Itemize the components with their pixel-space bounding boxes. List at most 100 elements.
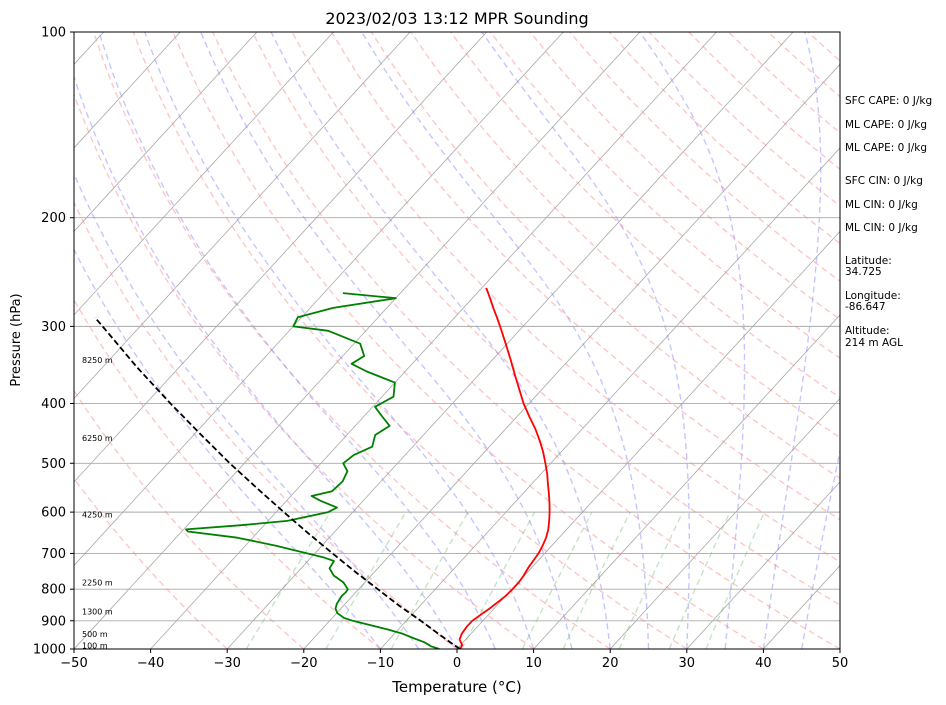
altitude-label: Altitude: bbox=[845, 325, 890, 337]
y-axis-ticks: 1000 900 800 700 600 500 400 300 200 100 bbox=[33, 26, 74, 658]
height-label: 6250 m bbox=[82, 434, 113, 443]
ml-cin-text-1: ML CIN: 0 J/kg bbox=[845, 199, 918, 211]
y-tick-label: 400 bbox=[41, 397, 66, 412]
dry-adiabat bbox=[489, 32, 840, 360]
mixing-ratio-line bbox=[325, 511, 407, 649]
dry-adiabat bbox=[74, 200, 458, 649]
moist-adiabat bbox=[98, 32, 496, 649]
isotherm-line bbox=[74, 32, 564, 567]
y-tick-label: 700 bbox=[41, 547, 66, 562]
sounding-line-1 bbox=[458, 287, 551, 649]
moist-adiabat bbox=[74, 171, 420, 649]
height-label: 2250 m bbox=[82, 578, 113, 587]
pressure-gridlines bbox=[74, 31, 840, 650]
moist-adiabat bbox=[270, 32, 611, 649]
isotherm-line bbox=[74, 32, 181, 149]
y-tick-label: 1000 bbox=[33, 643, 66, 658]
dry-adiabat bbox=[291, 32, 840, 563]
x-tick-label: 0 bbox=[453, 656, 461, 671]
longitude-value: -86.647 bbox=[845, 301, 886, 313]
moist-adiabat bbox=[481, 32, 690, 649]
dry-adiabat bbox=[132, 32, 688, 649]
x-axis-ticks: −50 −40 −30 −20 −10 0 10 20 30 40 50 bbox=[60, 649, 848, 671]
height-label: 100 m bbox=[82, 641, 108, 650]
isotherm-line bbox=[686, 481, 840, 649]
dry-adiabat bbox=[172, 32, 764, 649]
moist-adiabat bbox=[361, 32, 650, 649]
isotherm-line bbox=[150, 32, 717, 649]
y-tick-label: 100 bbox=[41, 26, 66, 41]
isotherm-line bbox=[74, 32, 487, 483]
height-label: 4250 m bbox=[82, 510, 113, 519]
mixing-ratio-line bbox=[521, 511, 593, 649]
isotherm-line bbox=[74, 32, 258, 232]
x-tick-label: 10 bbox=[525, 656, 542, 671]
y-tick-label: 600 bbox=[41, 506, 66, 521]
dry-adiabat bbox=[370, 32, 840, 480]
dry-adiabat bbox=[450, 32, 840, 399]
sounding-line-2 bbox=[185, 292, 440, 649]
dry-adiabat bbox=[212, 32, 840, 649]
chart-title: 2023/02/03 13:12 MPR Sounding bbox=[325, 9, 588, 28]
x-tick-label: −20 bbox=[290, 656, 317, 671]
y-axis-label: Pressure (hPa) bbox=[9, 293, 24, 386]
y-tick-label: 300 bbox=[41, 320, 66, 335]
x-tick-label: 50 bbox=[832, 656, 849, 671]
height-labels: 100 m 500 m 1300 m 2250 m 4250 m 6250 m 8250 m bbox=[82, 356, 113, 651]
longitude-label: Longitude: bbox=[845, 290, 901, 302]
moist-adiabat bbox=[762, 32, 822, 649]
sounding-traces bbox=[94, 287, 551, 649]
isotherm-line bbox=[533, 314, 840, 649]
x-tick-label: −10 bbox=[367, 656, 394, 671]
ml-cape-text-1: ML CAPE: 0 J/kg bbox=[845, 119, 927, 131]
height-label: 1300 m bbox=[82, 608, 113, 617]
moist-adiabat bbox=[144, 32, 535, 649]
dry-adiabat bbox=[251, 32, 840, 606]
isotherm-line bbox=[380, 147, 840, 649]
dry-adiabat bbox=[331, 32, 840, 521]
latitude-label: Latitude: bbox=[845, 255, 892, 267]
dry-adiabat bbox=[74, 92, 535, 649]
moist-adiabat bbox=[200, 32, 573, 649]
y-tick-label: 800 bbox=[41, 583, 66, 598]
dry-adiabat bbox=[74, 389, 305, 649]
background-lines bbox=[74, 32, 840, 649]
dry-adiabat bbox=[410, 32, 840, 439]
side-panel: SFC CAPE: 0 J/kg ML CAPE: 0 J/kg ML CAPE… bbox=[845, 95, 932, 349]
x-tick-label: 40 bbox=[755, 656, 772, 671]
y-tick-label: 200 bbox=[41, 211, 66, 226]
isotherm-line bbox=[74, 32, 641, 649]
ml-cin-text-2: ML CIN: 0 J/kg bbox=[845, 222, 918, 234]
x-tick-label: −50 bbox=[60, 656, 87, 671]
moist-adiabat bbox=[74, 247, 381, 649]
x-tick-label: −30 bbox=[213, 656, 240, 671]
y-tick-label: 500 bbox=[41, 457, 66, 472]
sfc-cape-text: SFC CAPE: 0 J/kg bbox=[845, 95, 932, 107]
isotherm-line bbox=[74, 32, 334, 316]
x-tick-label: 20 bbox=[602, 656, 619, 671]
mixing-ratio-line bbox=[245, 511, 331, 649]
latitude-value: 34.725 bbox=[845, 266, 882, 278]
x-tick-label: 30 bbox=[679, 656, 696, 671]
sounding-line-3 bbox=[94, 316, 461, 649]
mixing-ratio-line bbox=[390, 511, 469, 649]
mixing-ratio-line bbox=[705, 511, 765, 649]
moist-adiabat bbox=[74, 74, 458, 649]
dry-adiabat bbox=[93, 32, 611, 649]
height-label: 500 m bbox=[82, 630, 108, 639]
mixing-ratio-line bbox=[668, 511, 731, 649]
plot-frame bbox=[73, 31, 841, 650]
ml-cape-text-2: ML CAPE: 0 J/kg bbox=[845, 142, 927, 154]
mixing-ratio-line bbox=[461, 511, 536, 649]
moist-adiabat bbox=[639, 32, 746, 649]
isotherm-line bbox=[609, 397, 840, 649]
mixing-ratio-line bbox=[562, 511, 631, 649]
moist-adiabat bbox=[801, 447, 840, 649]
altitude-value: 214 m AGL bbox=[845, 337, 903, 349]
isotherm-line bbox=[456, 230, 840, 649]
dry-adiabat bbox=[74, 298, 381, 649]
isotherm-line bbox=[74, 32, 411, 400]
height-label: 8250 m bbox=[82, 356, 113, 365]
sfc-cin-text: SFC CIN: 0 J/kg bbox=[845, 175, 923, 187]
